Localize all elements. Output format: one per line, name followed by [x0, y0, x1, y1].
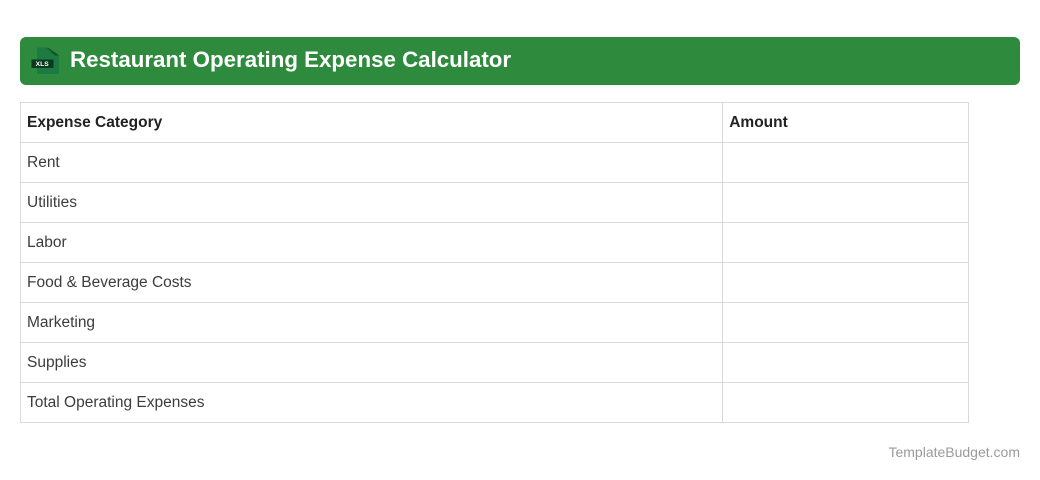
svg-text:XLS: XLS	[35, 60, 49, 67]
